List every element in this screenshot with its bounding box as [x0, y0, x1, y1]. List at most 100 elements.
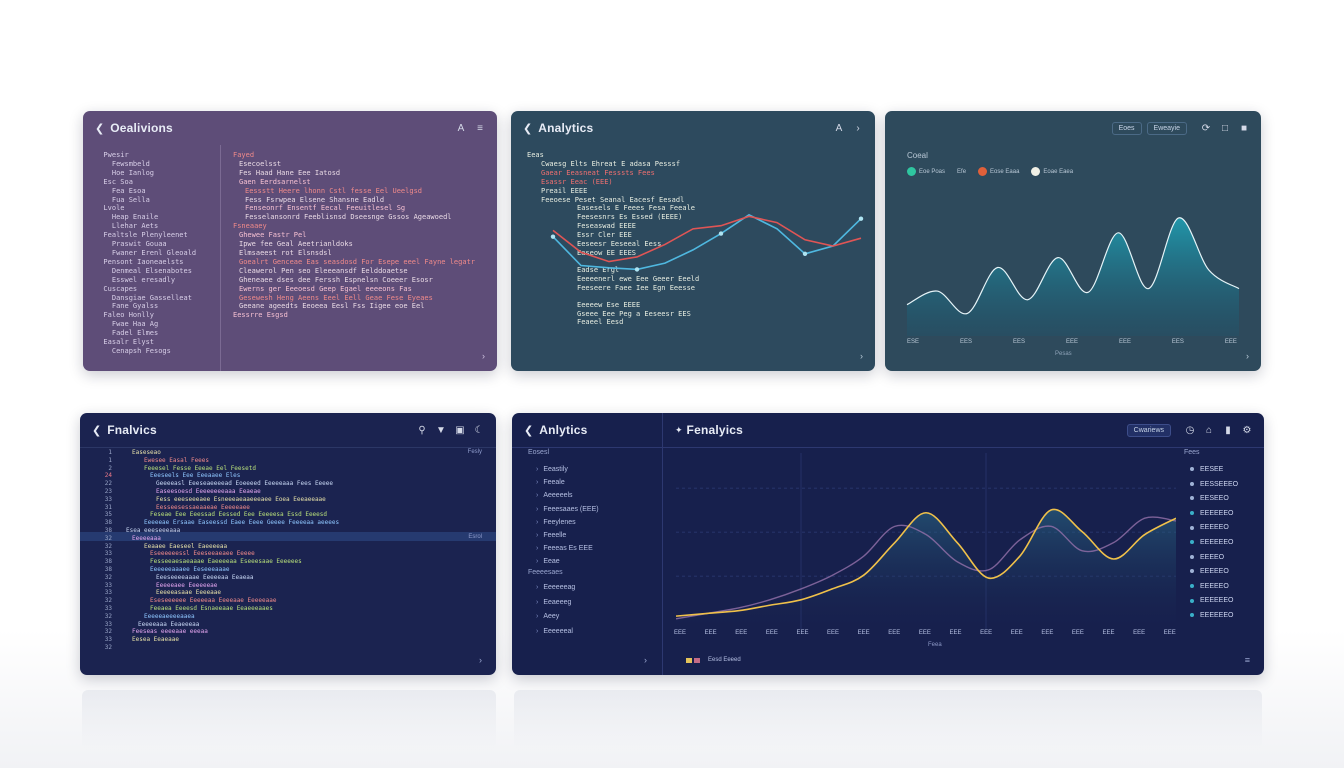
file-tree-item[interactable]: Fadel Elmes	[95, 329, 159, 338]
x-tick-label: EEE	[1041, 630, 1054, 636]
file-tree-item[interactable]: Denmeal Elsenabotes	[95, 266, 192, 275]
sidebar-item-label: Feeylenes	[543, 518, 576, 526]
back-arrow-icon[interactable]: ❮	[95, 122, 105, 135]
metric-item[interactable]: EEEEEEO	[1190, 507, 1238, 522]
sidebar-item[interactable]: › Eeaeeeg	[536, 596, 575, 611]
code-line: Fsneaaey	[233, 222, 267, 231]
file-tree-item[interactable]: Fwae Haa Ag	[95, 320, 159, 329]
scroll-arrow-icon[interactable]: ›	[1246, 351, 1249, 361]
sidebar-item[interactable]: › Aeeeeels	[536, 489, 599, 502]
filter-chip[interactable]: Eoes	[1111, 121, 1142, 135]
metric-item[interactable]: EEEEEO	[1190, 580, 1238, 595]
scroll-arrow-icon[interactable]: ›	[479, 655, 482, 665]
sidebar-item-label: Eeeeeeag	[543, 584, 576, 591]
legend-swatch	[686, 657, 692, 663]
category-chip[interactable]: Eweayie	[1146, 121, 1187, 135]
file-tree-item[interactable]: Heap Enaile	[95, 213, 159, 222]
file-tree-item[interactable]: Fwaner Erenl Gleoald	[95, 248, 197, 257]
back-arrow-icon[interactable]: ❮	[524, 424, 534, 437]
metric-item[interactable]: EEEEEEO	[1190, 609, 1238, 624]
code-line: Feeseas eeeeaae eeeaa	[132, 628, 208, 636]
file-tree-item[interactable]: Esswel eresadly	[95, 275, 176, 284]
file-tree-item[interactable]: Faleo Honlly	[95, 311, 155, 320]
back-arrow-icon[interactable]: ❮	[523, 122, 533, 135]
file-tree-item[interactable]: Dansgiae Gasselleat	[95, 293, 192, 302]
sidebar-item[interactable]: › Feeesaaes (EEE)	[536, 503, 599, 516]
clock-icon[interactable]: ◷	[1185, 424, 1195, 436]
home-icon[interactable]: ⌂	[1205, 424, 1213, 436]
x-tick-label: EEE	[918, 630, 931, 636]
panel-title: Analytics	[538, 121, 594, 135]
sidebar-item[interactable]: › Eeastily	[536, 463, 599, 476]
metric-item[interactable]: EEEEEEO	[1190, 536, 1238, 551]
file-tree-item[interactable]: Hoe Ianlog	[95, 168, 155, 177]
code-panel-navy: ❮ Fnalvics ⚲ ▼ ▣ ☾ 1 1 2 24 22 23 33 31 35 38 38 32…	[80, 413, 496, 675]
window-icon[interactable]: ▣	[455, 424, 465, 436]
x-tick-label: EES	[959, 339, 972, 345]
refresh-icon[interactable]: ⟳	[1201, 122, 1211, 134]
file-tree-item[interactable]: Fealtsle Plenyleenet	[95, 231, 188, 240]
file-tree-item[interactable]: Llehar Aets	[95, 222, 159, 231]
line-number: 24	[104, 472, 112, 480]
file-tree-item[interactable]: Cuscapes	[95, 284, 138, 293]
file-tree-item[interactable]: Fane Gyalss	[95, 302, 159, 311]
x-tick-label: EEE	[1118, 339, 1131, 345]
sidebar-item[interactable]: › Feeelle	[536, 529, 599, 542]
sidebar-item[interactable]: › Eeeeeeag	[536, 581, 575, 596]
x-tick-label: EEE	[674, 630, 687, 636]
font-icon[interactable]: A	[457, 122, 465, 134]
metric-item[interactable]: EESEE	[1190, 463, 1238, 478]
legend-item[interactable]: Eose Eaaa	[978, 167, 1019, 176]
moon-icon[interactable]: ☾	[474, 424, 484, 436]
metric-item[interactable]: EEEEEO	[1190, 521, 1238, 536]
line-number: 1	[108, 449, 112, 456]
file-tree-item[interactable]: Easalr Elyst	[95, 338, 155, 347]
file-tree-item[interactable]: Fea Esoa	[95, 186, 146, 195]
file-tree-item[interactable]: Fua Sella	[95, 195, 150, 204]
chevron-right-icon[interactable]: ›	[856, 122, 860, 134]
sidebar-item[interactable]: › Feeale	[536, 476, 599, 489]
legend-item[interactable]: Eoe Poas	[907, 167, 945, 176]
filter-icon[interactable]: ▼	[436, 424, 446, 436]
file-tree-item[interactable]: Pwesir	[95, 151, 129, 159]
scroll-arrow-icon[interactable]: ›	[860, 351, 863, 361]
sidebar-item[interactable]: › Feeeas Es EEE	[536, 542, 599, 555]
file-tree-item[interactable]: Cenapsh Fesogs	[95, 346, 171, 355]
sidebar-nav: › Eeastily › Feeale › Aeeeeels › Feeesaaes (EEE…	[536, 463, 599, 569]
menu-icon[interactable]: ≡	[1244, 655, 1250, 665]
sidebar-item[interactable]: › Aeey	[536, 610, 575, 625]
file-tree-item[interactable]: Pensont Iaoneaelsts	[95, 257, 184, 266]
settings-icon[interactable]: ⚙	[1242, 424, 1252, 436]
metric-item[interactable]: EEEEEO	[1190, 565, 1238, 580]
overview-chip[interactable]: Cwariews	[1126, 423, 1171, 437]
scroll-arrow-icon[interactable]: ›	[482, 351, 485, 361]
square-icon[interactable]: □	[1221, 122, 1229, 134]
sidebar-item[interactable]: › Eeeeeeal	[536, 625, 575, 640]
analytics-panel-teal: ❮ Analytics A › Eeas Cwaesg Elts Ehreat E…	[511, 111, 875, 371]
x-tick-label: EEE	[827, 630, 840, 636]
sidebar-item[interactable]: › Eeae	[536, 555, 599, 568]
back-arrow-icon[interactable]: ❮	[92, 424, 102, 437]
file-tree-item[interactable]: Praswit Gouaa	[95, 240, 167, 249]
trash-icon[interactable]: ■	[1240, 122, 1248, 134]
legend-item[interactable]: Eoae Eaea	[1031, 167, 1073, 176]
area-chart-panel: Eoes Eweayie ⟳ □ ■ Coeal Eoe Poas Efe Eose…	[885, 111, 1261, 371]
file-tree-item[interactable]: Fewsmbeld	[95, 159, 150, 168]
sidebar-item[interactable]: › Feeylenes	[536, 516, 599, 529]
search-icon[interactable]: ⚲	[418, 424, 426, 436]
metric-item[interactable]: EEEEEEO	[1190, 594, 1238, 609]
file-tree-item[interactable]: Lvole	[95, 204, 125, 213]
metric-item[interactable]: EESEEO	[1190, 492, 1238, 507]
data-point	[858, 216, 864, 221]
line-number: 32	[104, 612, 112, 620]
x-tick-label: EEE	[949, 630, 962, 636]
bookmark-icon[interactable]: ▮	[1225, 424, 1231, 436]
line-number: 33	[104, 636, 112, 644]
legend-item[interactable]: Efe	[957, 169, 966, 175]
menu-icon[interactable]: ≡	[477, 122, 483, 134]
metric-item[interactable]: EEEEO	[1190, 551, 1238, 566]
file-tree-item[interactable]: Esc Soa	[95, 177, 133, 186]
metric-item[interactable]: EESSEEEO	[1190, 478, 1238, 493]
scroll-arrow-icon[interactable]: ›	[644, 655, 647, 665]
font-icon[interactable]: A	[835, 122, 843, 134]
